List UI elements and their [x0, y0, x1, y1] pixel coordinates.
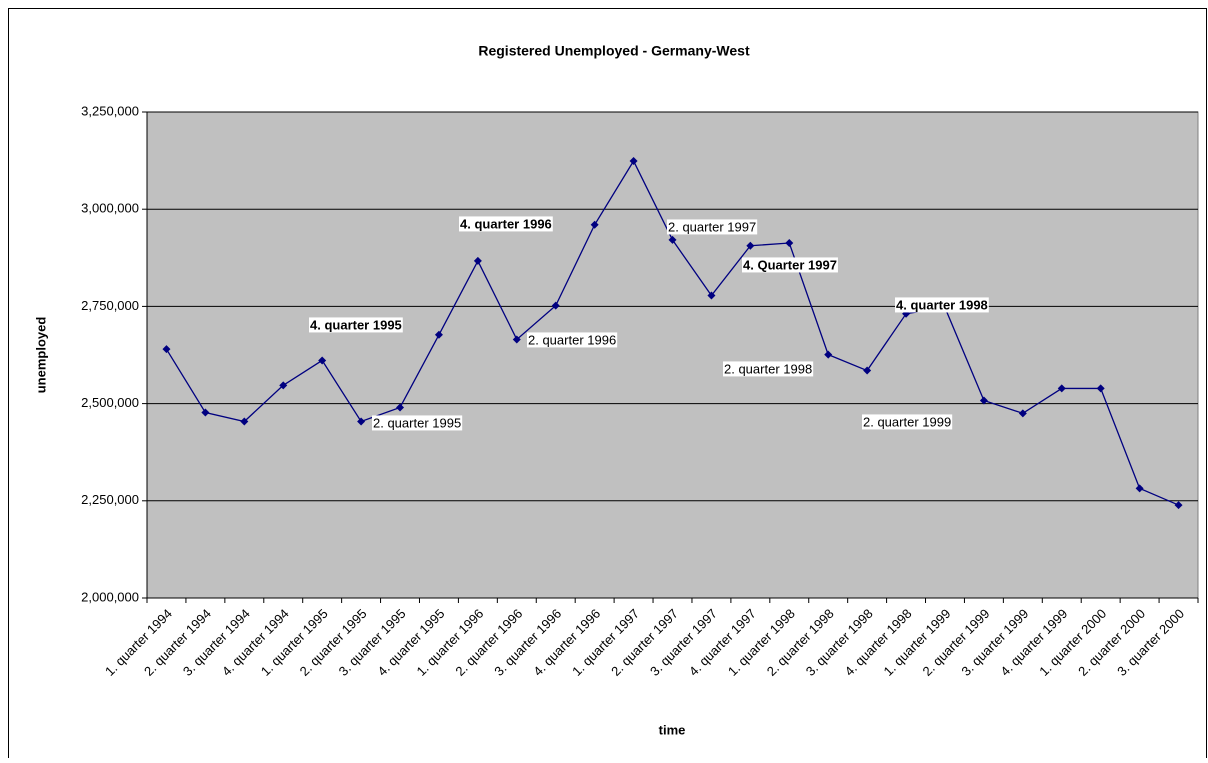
plot-area	[146, 111, 1199, 599]
y-tick-label: 2,500,000	[81, 395, 139, 410]
marker	[240, 417, 249, 426]
marker	[824, 350, 833, 359]
y-tick-label: 2,000,000	[81, 589, 139, 604]
y-tick-label: 2,250,000	[81, 492, 139, 507]
marker	[396, 403, 405, 412]
annotation: 4. Quarter 1997	[742, 257, 838, 273]
chart-title: Registered Unemployed - Germany-West	[478, 43, 750, 59]
annotation-text: 4. quarter 1996	[460, 216, 552, 231]
annotation: 2. quarter 1997	[667, 219, 758, 235]
marker	[434, 330, 443, 339]
marker	[1057, 384, 1066, 393]
annotation-bg	[309, 317, 403, 333]
annotation-bg	[723, 361, 814, 377]
annotation-text: 4. Quarter 1997	[743, 257, 837, 272]
marker	[279, 381, 288, 390]
marker	[1018, 409, 1027, 418]
annotation-text: 2. quarter 1997	[668, 219, 756, 234]
marker	[201, 408, 210, 417]
annotation-bg	[895, 297, 989, 313]
marker	[746, 241, 755, 250]
marker	[668, 235, 677, 244]
annotation-text: 4. quarter 1995	[310, 317, 402, 332]
y-tick-label: 3,000,000	[81, 201, 139, 216]
annotation: 2. quarter 1999	[862, 414, 953, 430]
y-tick-label: 2,750,000	[81, 298, 139, 313]
marker	[357, 417, 366, 426]
marker	[551, 301, 560, 310]
marker	[590, 220, 599, 229]
annotation-bg	[862, 414, 953, 430]
marker	[473, 256, 482, 265]
annotation: 4. quarter 1996	[459, 216, 553, 232]
annotation-bg	[742, 257, 838, 273]
marker	[979, 396, 988, 405]
marker	[512, 335, 521, 344]
marker	[1096, 384, 1105, 393]
marker	[707, 291, 716, 300]
annotation-bg	[527, 332, 618, 348]
annotation-bg	[459, 216, 553, 232]
x-axis-label: time	[659, 722, 686, 737]
annotation: 4. quarter 1995	[309, 317, 403, 333]
annotation-bg	[372, 415, 463, 431]
annotation-text: 4. quarter 1998	[896, 297, 988, 312]
annotation-text: 2. quarter 1998	[724, 361, 812, 376]
annotation: 4. quarter 1998	[895, 297, 989, 313]
annotation-text: 2. quarter 1996	[528, 332, 616, 347]
marker	[1174, 501, 1183, 510]
marker	[1135, 484, 1144, 493]
marker	[863, 366, 872, 375]
annotation: 2. quarter 1995	[372, 415, 463, 431]
marker	[162, 345, 171, 354]
annotation-bg	[667, 219, 758, 235]
annotation: 2. quarter 1998	[723, 361, 814, 377]
y-axis-label: unemployed	[33, 317, 48, 394]
annotation-text: 2. quarter 1995	[373, 415, 461, 430]
marker	[629, 156, 638, 165]
marker	[785, 239, 794, 248]
annotation-text: 2. quarter 1999	[863, 414, 951, 429]
annotation: 2. quarter 1996	[527, 332, 618, 348]
marker	[318, 356, 327, 365]
y-tick-label: 3,250,000	[81, 103, 139, 118]
